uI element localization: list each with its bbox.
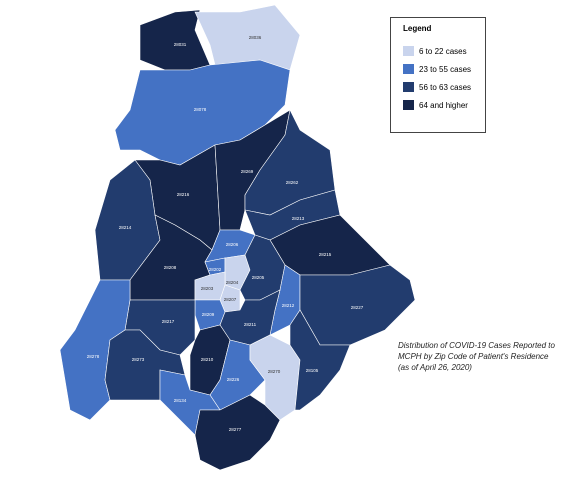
legend: Legend 6 to 22 cases 23 to 55 cases 56 to … <box>390 17 486 133</box>
zip-label: 28269 <box>241 169 254 174</box>
zip-label: 28208 <box>164 265 177 270</box>
zip-region <box>249 334 301 421</box>
zip-label: 28214 <box>119 225 132 230</box>
legend-label: 64 and higher <box>419 100 468 110</box>
legend-title: Legend <box>403 24 432 33</box>
zip-label: 28212 <box>282 303 295 308</box>
zip-region <box>194 4 301 71</box>
legend-swatch <box>403 82 414 92</box>
zip-label: 28277 <box>229 427 242 432</box>
zip-label: 28213 <box>292 216 305 221</box>
zip-label: 28205 <box>252 275 265 280</box>
caption: Distribution of COVID-19 Cases Reported … <box>398 340 555 373</box>
caption-line: (as of April 26, 2020) <box>398 363 472 372</box>
zip-label: 28036 <box>249 35 262 40</box>
legend-label: 6 to 22 cases <box>419 46 467 56</box>
zip-label: 28215 <box>319 252 332 257</box>
zip-label: 28209 <box>202 312 215 317</box>
legend-label: 23 to 55 cases <box>419 64 472 74</box>
legend-swatch <box>403 64 414 74</box>
zip-label: 28210 <box>201 357 214 362</box>
zip-label: 28278 <box>87 354 100 359</box>
zip-label: 28227 <box>351 305 364 310</box>
legend-item: 56 to 63 cases <box>403 82 471 92</box>
legend-swatch <box>403 46 414 56</box>
zip-label: 28078 <box>194 107 207 112</box>
zip-label: 28134 <box>174 398 187 403</box>
zip-label: 28207 <box>224 297 237 302</box>
zip-label: 28262 <box>286 180 299 185</box>
legend-label: 56 to 63 cases <box>419 82 472 92</box>
legend-swatch <box>403 100 414 110</box>
zip-label: 28216 <box>177 192 190 197</box>
zip-label: 28031 <box>174 42 187 47</box>
zip-label: 28273 <box>132 357 145 362</box>
zip-label: 28105 <box>306 368 319 373</box>
zip-label: 28226 <box>227 377 240 382</box>
zip-region <box>194 394 281 471</box>
legend-item: 23 to 55 cases <box>403 64 471 74</box>
zip-label: 28270 <box>268 369 281 374</box>
legend-item: 64 and higher <box>403 100 468 110</box>
legend-item: 6 to 22 cases <box>403 46 467 56</box>
zip-label: 28206 <box>226 242 239 247</box>
zip-label: 28202 <box>209 267 222 272</box>
zip-label: 28211 <box>244 322 257 327</box>
zip-region <box>289 309 351 411</box>
zip-label: 28203 <box>201 286 214 291</box>
zip-region <box>114 59 291 166</box>
zip-label: 28204 <box>226 280 239 285</box>
caption-line: MCPH by Zip Code of Patient's Residence <box>398 352 549 361</box>
caption-line: Distribution of COVID-19 Cases Reported … <box>398 341 555 350</box>
zip-label: 28217 <box>162 319 175 324</box>
